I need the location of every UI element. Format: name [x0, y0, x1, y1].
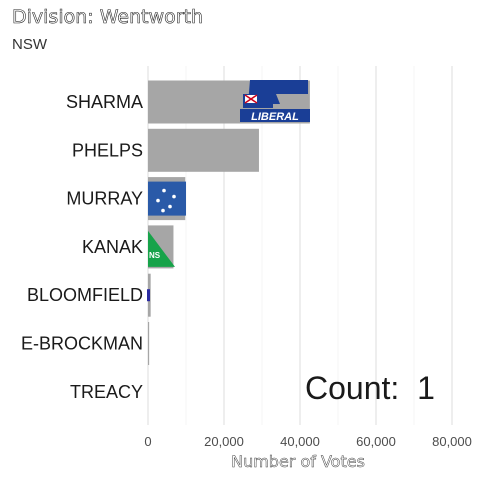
x-axis-label: Number of Votes [231, 452, 365, 472]
svg-text:NS: NS [149, 251, 161, 260]
gridlines [147, 66, 453, 425]
x-axis-tick-labels: 0 20,000 40,000 60,000 80,000 [144, 434, 472, 449]
labor-logo [148, 181, 186, 216]
bars: LIBERAL NS [147, 80, 310, 365]
chart-title: Division: Wentworth [12, 6, 204, 29]
greens-logo: NS [148, 230, 175, 267]
y-tick-label: TREACY [70, 382, 143, 402]
bar-phelps [148, 128, 259, 172]
x-tick-label: 40,000 [280, 434, 320, 449]
svg-text:LIBERAL: LIBERAL [251, 111, 299, 123]
y-tick-label: SHARMA [66, 92, 143, 112]
y-tick-label: MURRAY [66, 189, 143, 209]
y-axis-labels: SHARMA PHELPS MURRAY KANAK BLOOMFIELD E-BROCK… [21, 92, 143, 402]
x-tick-label: 20,000 [204, 434, 244, 449]
chart-subtitle: NSW [12, 36, 47, 53]
liberal-logo: LIBERAL [240, 80, 310, 123]
party-marker [147, 289, 150, 302]
y-tick-label: E-BROCKMAN [21, 334, 143, 354]
y-tick-label: BLOOMFIELD [27, 285, 143, 305]
y-tick-label: PHELPS [72, 140, 143, 160]
x-tick-label: 80,000 [432, 434, 472, 449]
x-tick-label: 60,000 [356, 434, 396, 449]
bar-e-brockman [148, 322, 150, 365]
x-tick-label: 0 [144, 434, 151, 449]
count-annotation: Count: 1 [305, 370, 435, 406]
y-tick-label: KANAK [82, 237, 143, 257]
